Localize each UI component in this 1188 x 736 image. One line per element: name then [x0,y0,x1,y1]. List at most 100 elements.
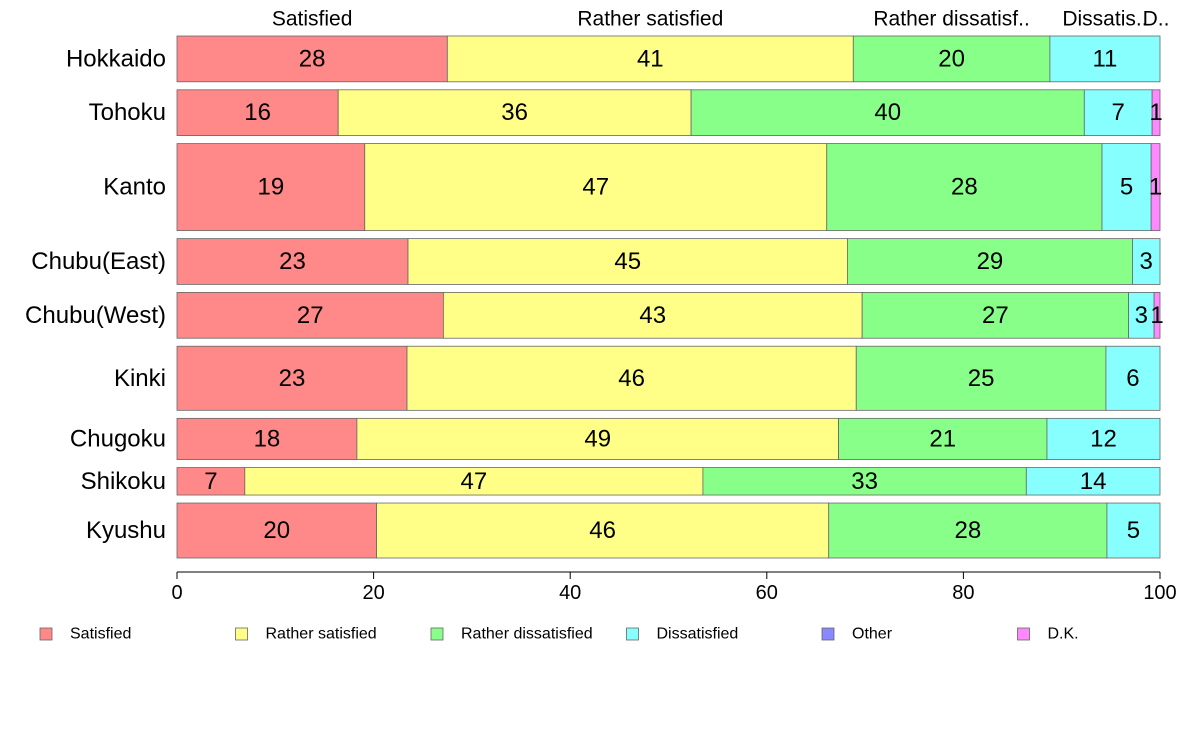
data-label: 28 [299,45,326,72]
top-segment-label: Dissatis.. [1062,8,1147,31]
top-segment-label: Rather dissatisf.. [873,8,1029,31]
data-label: 27 [297,302,324,329]
bar-segment [861,292,1129,339]
data-label: 25 [968,365,995,392]
legend-swatch [39,627,53,641]
data-label: 47 [461,468,488,495]
x-axis: 0 20 40 60 80 100 [171,571,1177,604]
data-label: 11 [1092,45,1117,72]
legend-swatch [235,627,248,641]
x-tick-label: 80 [952,582,974,604]
legend-swatch [1017,627,1030,641]
data-label: 1 [1149,99,1162,126]
data-label: 19 [258,174,285,201]
data-label: 7 [1112,99,1125,126]
data-label: 23 [279,248,306,275]
category-label: Shikoku [81,468,166,495]
data-label: 5 [1120,174,1133,201]
data-label: 43 [639,302,666,329]
x-tick-label: 0 [171,582,182,604]
data-label: 6 [1126,365,1139,392]
category-label: Chubu(East) [31,248,166,275]
bar-segment [364,143,828,232]
bar-segment [838,417,1048,460]
bar-segment [1128,292,1155,339]
category-label: Kanto [103,174,166,201]
data-label: 49 [584,425,611,452]
category-label: Kinki [114,365,166,392]
data-label: 20 [938,45,965,72]
data-label: 33 [851,468,878,495]
bar-segment [337,89,692,137]
data-label: 14 [1080,468,1107,495]
bar-segment [1083,89,1153,137]
bar-segment [442,292,863,339]
data-label: 28 [954,517,981,544]
legend-label: Other [852,626,893,643]
legend-label: Rather dissatisfied [461,626,593,643]
bar-segment [176,238,409,285]
data-label: 41 [637,45,664,72]
top-segment-labels: Satisfied Rather satisfied Rather dissatis… [272,8,1170,31]
data-label: 3 [1135,302,1148,329]
data-label: 18 [254,425,281,452]
bar-segment [446,35,854,83]
bar-segment [406,345,857,411]
bar-segment [828,502,1108,559]
data-label: 28 [951,174,978,201]
data-label: 46 [618,365,645,392]
category-label: Chubu(West) [25,302,166,329]
bar-segment [176,292,444,339]
legend-swatch [821,627,835,641]
top-segment-label: Satisfied [272,8,353,31]
x-tick-label: 40 [559,582,581,604]
data-label: 29 [977,248,1004,275]
top-segment-label: Rather satisfied [577,8,723,31]
data-label: 3 [1140,248,1153,275]
bar-segment [176,35,448,83]
top-segment-label: D.. [1143,8,1170,31]
bar-segment [176,89,339,137]
legend-swatch [626,627,639,641]
data-label: 1 [1149,174,1162,201]
x-tick-label: 20 [362,582,384,604]
data-label: 5 [1127,517,1140,544]
legend-label: Rather satisfied [266,626,377,643]
x-tick-label: 100 [1143,582,1176,604]
bar-segment [407,238,848,285]
bar-segment [847,238,1133,285]
x-tick-label: 60 [756,582,778,604]
data-label: 1 [1150,302,1163,329]
legend-label: Dissatisfied [657,626,739,643]
legend: Satisfied Rather satisfied Rather dissatis… [39,626,1079,643]
category-label: Tohoku [89,99,166,126]
bar-segment [176,417,358,460]
bar-segment [1106,502,1161,559]
bar-segment [852,35,1051,83]
data-label: 21 [929,425,956,452]
bar-segment [1150,143,1161,232]
category-label: Chugoku [70,425,166,452]
bar-segment [356,417,839,460]
bar-segment [244,467,704,496]
bar-segment [1105,345,1161,411]
bar-segment [1151,89,1161,137]
category-labels: Hokkaido Tohoku Kanto Chubu(East) Chubu(West… [25,45,166,544]
legend-label: D.K. [1048,626,1079,643]
bar-segment [1132,238,1161,285]
data-label: 36 [501,99,528,126]
data-label: 45 [614,248,641,275]
data-label: 16 [244,99,271,126]
bar-segment [826,143,1103,232]
legend-swatch [430,627,444,641]
data-label: 47 [582,174,609,201]
bar-segment [1049,35,1161,83]
bar-segment [1025,467,1161,496]
bar-segment [855,345,1107,411]
bar-segment [376,502,830,559]
category-label: Kyushu [86,517,166,544]
data-label: 12 [1090,425,1117,452]
bar-segment [690,89,1085,137]
data-label: 46 [589,517,616,544]
